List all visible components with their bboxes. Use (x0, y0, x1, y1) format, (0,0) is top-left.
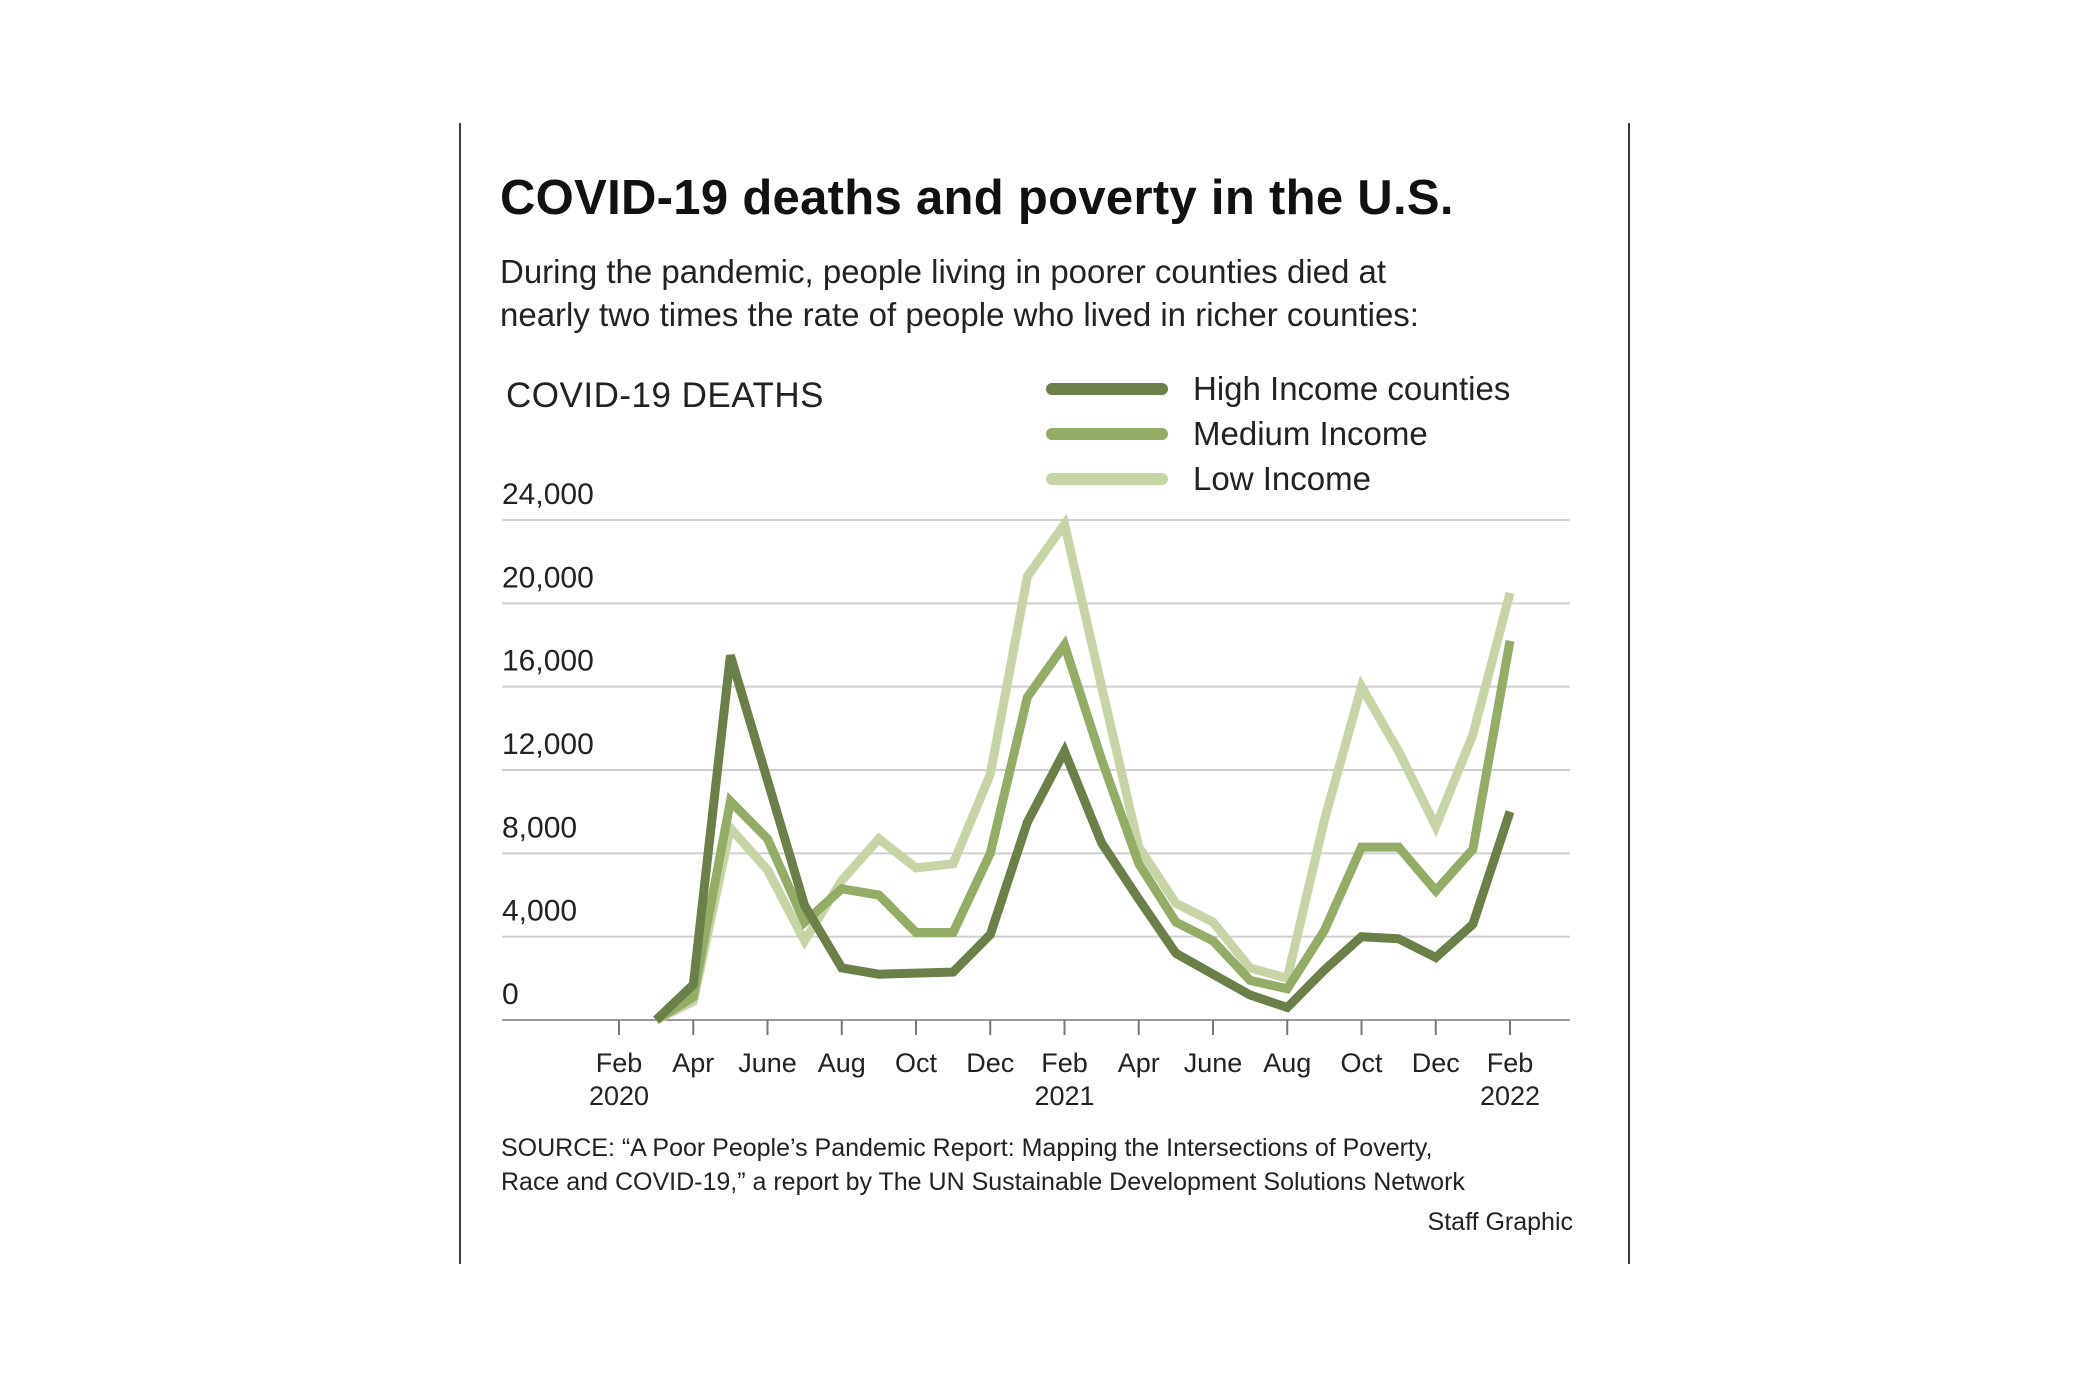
chart-card-frame (459, 123, 1630, 1264)
subtitle-line-2: nearly two times the rate of people who … (500, 296, 1419, 333)
x-tick-year-label: 2022 (1480, 1081, 1540, 1111)
y-tick-label: 24,000 (502, 478, 594, 511)
y-tick-label: 4,000 (502, 895, 577, 928)
x-tick-label: Feb (596, 1048, 643, 1078)
x-tick-label: Apr (1118, 1048, 1160, 1078)
x-tick-label: Oct (1340, 1048, 1383, 1078)
x-tick-label: Feb (1041, 1048, 1088, 1078)
chart-title: COVID-19 deaths and poverty in the U.S. (500, 171, 1454, 225)
x-tick-year-label: 2021 (1034, 1081, 1094, 1111)
y-tick-label: 16,000 (502, 645, 594, 678)
series-line-low-income (654, 513, 1515, 1025)
x-tick-label: Aug (1263, 1048, 1311, 1078)
legend-swatch-medium-income (1046, 428, 1168, 440)
x-tick-label: Apr (672, 1048, 714, 1078)
y-tick-label: 8,000 (502, 811, 577, 844)
y-axis-label: COVID-19 DEATHS (506, 376, 825, 415)
staff-credit: Staff Graphic (1427, 1208, 1573, 1236)
y-tick-label: 20,000 (502, 561, 594, 594)
series-line-medium-income (653, 635, 1515, 1024)
subtitle-line-1: During the pandemic, people living in po… (500, 253, 1387, 290)
x-tick-year-label: 2020 (589, 1081, 649, 1111)
source-note: SOURCE: “A Poor People’s Pandemic Report… (501, 1131, 1465, 1199)
x-tick-label: June (1184, 1048, 1243, 1078)
x-tick-label: Dec (966, 1048, 1014, 1078)
source-line-2: Race and COVID-19,” a report by The UN S… (501, 1168, 1465, 1196)
legend-label-low-income: Low Income (1193, 460, 1371, 497)
x-tick-label: June (738, 1048, 797, 1078)
y-tick-label: 0 (502, 978, 519, 1011)
legend-swatch-high-income (1046, 383, 1168, 395)
legend-swatch-low-income (1046, 473, 1168, 485)
y-tick-label: 12,000 (502, 728, 594, 761)
legend-label-medium-income: Medium Income (1193, 415, 1428, 452)
chart-subtitle: During the pandemic, people living in po… (500, 250, 1620, 336)
source-line-1: SOURCE: “A Poor People’s Pandemic Report… (501, 1134, 1433, 1162)
legend-label-high-income: High Income counties (1193, 370, 1511, 407)
x-tick-label: Feb (1487, 1048, 1534, 1078)
x-tick-label: Oct (895, 1048, 938, 1078)
series-line-high-income (652, 654, 1515, 1024)
x-tick-label: Dec (1412, 1048, 1460, 1078)
x-tick-label: Aug (818, 1048, 866, 1078)
